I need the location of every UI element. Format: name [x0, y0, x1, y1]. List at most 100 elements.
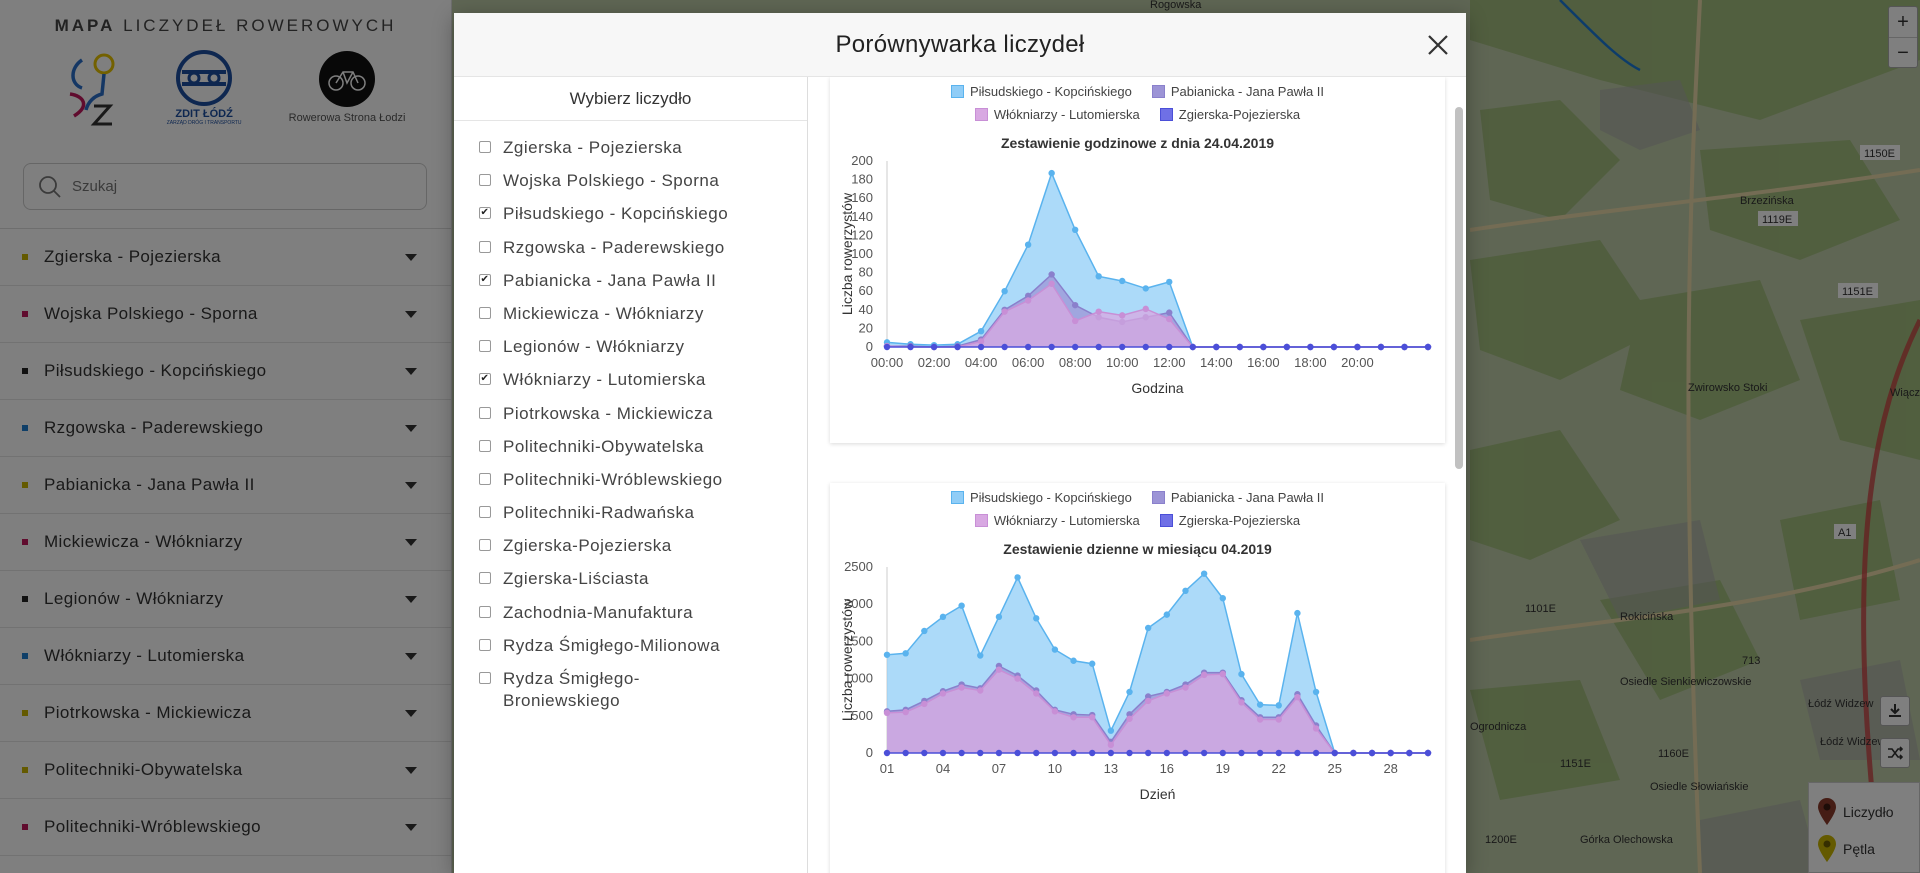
data-point[interactable] — [1048, 343, 1055, 351]
data-point[interactable] — [1024, 297, 1032, 304]
data-point[interactable] — [1368, 749, 1376, 757]
data-point[interactable] — [1001, 343, 1008, 351]
data-point[interactable] — [1275, 702, 1282, 709]
data-point[interactable] — [1219, 595, 1226, 602]
data-point[interactable] — [1095, 343, 1102, 351]
charts-panel[interactable]: Piłsudskiego - Kopcińskiego Pabianicka - … — [808, 77, 1466, 873]
data-point[interactable] — [1144, 749, 1152, 757]
data-point[interactable] — [954, 343, 961, 351]
data-point[interactable] — [1089, 714, 1096, 721]
data-point[interactable] — [902, 749, 909, 757]
data-point[interactable] — [1312, 725, 1320, 732]
data-point[interactable] — [1126, 715, 1133, 722]
data-point[interactable] — [1166, 315, 1173, 323]
data-point[interactable] — [1024, 241, 1032, 248]
data-point[interactable] — [1236, 343, 1244, 351]
legend-item[interactable]: Pabianicka - Jana Pawła II — [1151, 489, 1324, 506]
data-point[interactable] — [995, 613, 1003, 621]
data-point[interactable] — [1107, 749, 1115, 757]
data-point[interactable] — [1095, 308, 1102, 315]
data-point[interactable] — [1312, 688, 1320, 696]
data-point[interactable] — [1033, 749, 1040, 757]
data-point[interactable] — [1294, 694, 1301, 701]
data-point[interactable] — [1024, 343, 1032, 351]
checkbox[interactable] — [479, 472, 491, 485]
data-point[interactable] — [921, 627, 928, 635]
data-point[interactable] — [1071, 301, 1079, 309]
data-point[interactable] — [1200, 749, 1208, 757]
legend-item[interactable]: Piłsudskiego - Kopcińskiego — [950, 489, 1132, 506]
data-point[interactable] — [1001, 308, 1008, 315]
data-point[interactable] — [1200, 570, 1208, 577]
data-point[interactable] — [1213, 343, 1220, 351]
checkbox[interactable] — [479, 174, 491, 187]
data-point[interactable] — [958, 602, 965, 609]
data-point[interactable] — [1095, 273, 1102, 280]
data-point[interactable] — [1119, 277, 1126, 285]
counter-checkbox-row[interactable]: Legionów - Włókniarzy — [479, 336, 807, 369]
checkbox[interactable] — [479, 672, 491, 684]
data-point[interactable] — [977, 343, 985, 351]
data-point[interactable] — [939, 690, 947, 697]
data-point[interactable] — [883, 709, 891, 717]
data-point[interactable] — [1070, 714, 1077, 721]
data-point[interactable] — [1142, 305, 1149, 313]
data-point[interactable] — [1238, 670, 1245, 678]
data-point[interactable] — [1107, 741, 1115, 749]
data-point[interactable] — [1166, 278, 1173, 286]
data-point[interactable] — [1070, 749, 1077, 757]
data-point[interactable] — [1294, 749, 1301, 757]
data-point[interactable] — [977, 687, 984, 694]
data-point[interactable] — [1163, 690, 1171, 697]
data-point[interactable] — [1256, 716, 1264, 723]
data-point[interactable] — [1387, 749, 1394, 757]
counter-checkbox-row[interactable]: Mickiewicza - Włókniarzy — [479, 303, 807, 336]
counter-checkbox-row[interactable]: Politechniki-Radwańska — [479, 502, 807, 535]
data-point[interactable] — [1219, 749, 1226, 757]
data-point[interactable] — [1051, 646, 1059, 653]
data-point[interactable] — [1294, 609, 1301, 617]
close-icon[interactable] — [1424, 31, 1452, 59]
data-point[interactable] — [1163, 611, 1171, 618]
legend-item[interactable]: Pabianicka - Jana Pawła II — [1151, 83, 1324, 100]
data-point[interactable] — [977, 327, 985, 335]
counter-checkbox-row[interactable]: Politechniki-Obywatelska — [479, 436, 807, 469]
data-point[interactable] — [995, 666, 1003, 673]
data-point[interactable] — [1424, 749, 1432, 757]
data-point[interactable] — [921, 700, 928, 708]
counter-checkbox-row[interactable]: Wojska Polskiego - Sporna — [479, 170, 807, 203]
legend-item[interactable]: Włókniarzy - Lutomierska — [974, 106, 1140, 123]
data-point[interactable] — [1307, 343, 1314, 351]
legend-item[interactable]: Włókniarzy - Lutomierska — [974, 512, 1140, 529]
data-point[interactable] — [902, 708, 909, 716]
counter-checkbox-row[interactable]: ✔ Piłsudskiego - Kopcińskiego — [479, 203, 807, 236]
data-point[interactable] — [939, 749, 947, 757]
data-point[interactable] — [883, 343, 891, 351]
data-point[interactable] — [1051, 749, 1059, 757]
data-point[interactable] — [1071, 343, 1079, 351]
data-point[interactable] — [1033, 690, 1040, 697]
data-point[interactable] — [1119, 343, 1126, 351]
data-point[interactable] — [1166, 309, 1173, 316]
data-point[interactable] — [1126, 688, 1133, 696]
counter-checkbox-row[interactable]: Zachodnia-Manufaktura — [479, 602, 807, 635]
counter-checkbox-row[interactable]: Zgierska - Pojezierska — [479, 137, 807, 170]
checkbox[interactable] — [479, 340, 491, 353]
data-point[interactable] — [958, 749, 965, 757]
data-point[interactable] — [921, 749, 928, 757]
legend-item[interactable]: Zgierska-Pojezierska — [1159, 512, 1300, 529]
data-point[interactable] — [1189, 343, 1196, 351]
counter-checkbox-row[interactable]: Politechniki-Wróblewskiego — [479, 469, 807, 502]
data-point[interactable] — [1142, 285, 1149, 292]
data-point[interactable] — [1238, 749, 1245, 757]
checkbox[interactable] — [479, 406, 491, 419]
data-point[interactable] — [1330, 343, 1338, 351]
data-point[interactable] — [1260, 343, 1267, 351]
data-point[interactable] — [1283, 343, 1291, 351]
counter-checkbox-row[interactable]: Zgierska-Liściasta — [479, 568, 807, 601]
data-point[interactable] — [1182, 684, 1189, 691]
counter-checkbox-row[interactable]: Rzgowska - Paderewskiego — [479, 237, 807, 270]
data-point[interactable] — [977, 338, 985, 345]
counter-checkbox-row[interactable]: ✔ Włókniarzy - Lutomierska — [479, 369, 807, 402]
data-point[interactable] — [958, 684, 965, 691]
